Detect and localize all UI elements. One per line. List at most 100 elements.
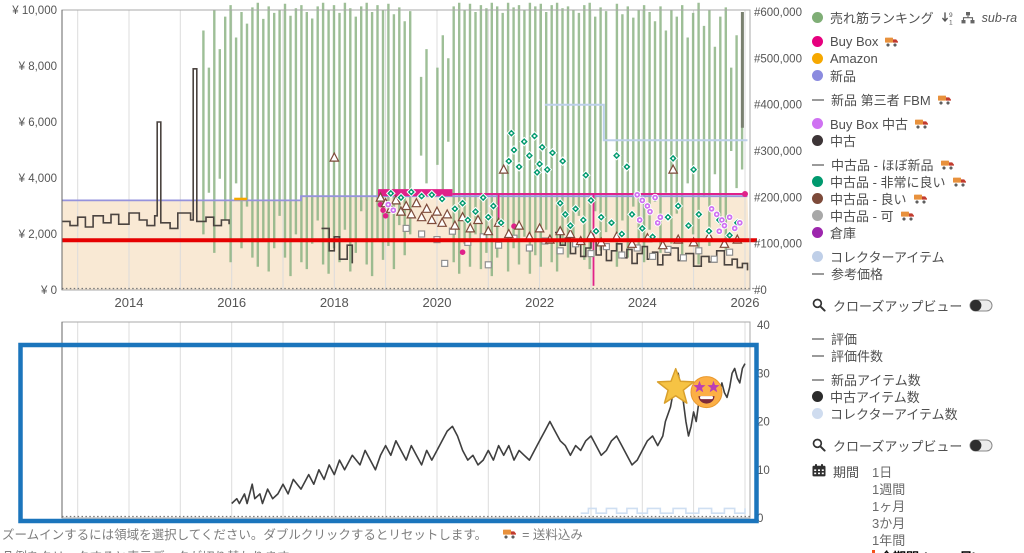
truck-icon bbox=[913, 193, 928, 204]
marker-good bbox=[449, 219, 461, 230]
marker-very-good-center bbox=[582, 218, 585, 222]
marker-very-good-center bbox=[420, 195, 423, 198]
x-tick: 2018 bbox=[320, 295, 349, 310]
legend-click-hint-text: 凡例をクリックすると表示データが切り替わります bbox=[2, 546, 802, 553]
x-tick: 2022 bbox=[525, 295, 554, 310]
legend-item-collectible-count[interactable]: コレクターアイテム数 bbox=[812, 405, 1024, 422]
marker-very-good-center bbox=[461, 202, 464, 205]
marker-buybox-used-center bbox=[720, 218, 724, 222]
closeup-toggle-row-bottom[interactable]: クローズアップビュー bbox=[812, 436, 1024, 454]
marker-very-good-center bbox=[620, 232, 623, 236]
x-tick: 2026 bbox=[731, 295, 760, 310]
marker-buybox-used-center bbox=[723, 224, 726, 227]
marker-buybox-used-center bbox=[646, 204, 649, 208]
legend-dot-marker bbox=[812, 227, 823, 238]
legend-dot-marker bbox=[812, 176, 823, 187]
buybox-dot bbox=[380, 207, 386, 213]
marker-buybox-used-center bbox=[659, 216, 662, 219]
legend-item-warehouse[interactable]: 倉庫 bbox=[812, 224, 1024, 241]
legend-item-list-price[interactable]: 参考価格 bbox=[812, 265, 1024, 282]
collector-price-line bbox=[544, 103, 748, 142]
toggle-switch-icon[interactable] bbox=[969, 299, 993, 312]
marker-very-good-center bbox=[584, 174, 587, 177]
used-price-line-0 bbox=[62, 68, 230, 230]
x-tick: 2020 bbox=[423, 295, 452, 310]
legend-item-new-fbm[interactable]: 新品 第三者 FBM bbox=[812, 91, 1024, 108]
marker-buybox-used-center bbox=[387, 203, 390, 206]
marker-acceptable bbox=[495, 241, 503, 249]
legend-item-used-like-new[interactable]: 中古品 - ほぼ新品 bbox=[812, 156, 1024, 173]
legend-item-new-count[interactable]: 新品アイテム数 bbox=[812, 371, 1024, 388]
marker-good bbox=[719, 238, 730, 248]
legend-item-sales-rank[interactable]: 売れ筋ランキング 9 1 sub-ra bbox=[812, 9, 1024, 26]
legend-item-rating-count[interactable]: 評価件数 bbox=[812, 347, 1024, 364]
legend-dot-marker bbox=[812, 251, 823, 262]
y-left-tick: ¥ 4,000 bbox=[18, 173, 57, 185]
marker-buybox-used-center bbox=[738, 221, 741, 224]
toggle-switch-icon[interactable] bbox=[969, 439, 993, 452]
main-chart[interactable]: ¥ 10,000 ¥ 8,000 ¥ 6,000 ¥ 4,000 ¥ 2,000 ¥ 0 #… bbox=[11, 2, 802, 310]
truck-icon bbox=[915, 118, 929, 129]
period-option-1[interactable]: 1週間 bbox=[872, 482, 906, 497]
legend-item-label: 中古品 - 非常に良い bbox=[830, 175, 946, 190]
marker-buybox-used-center bbox=[718, 230, 721, 233]
legend-line-marker bbox=[812, 337, 824, 340]
marker-acceptable bbox=[710, 255, 718, 263]
closeup-toggle-row-top[interactable]: クローズアップビュー bbox=[812, 296, 1024, 314]
svg-text:1: 1 bbox=[949, 19, 953, 25]
legend-item-label: 中古 bbox=[830, 134, 857, 149]
legend-item-amazon[interactable]: Amazon bbox=[812, 50, 1024, 67]
legend-item-used-very-good[interactable]: 中古品 - 非常に良い bbox=[812, 173, 1024, 190]
legend-item-label: 中古品 - 良い bbox=[830, 192, 907, 207]
zoom-hint-text: ズームインするには領域を選択してください。ダブルクリックするとリセットします。 bbox=[2, 528, 488, 542]
legend-item-new[interactable]: 新品 bbox=[812, 67, 1024, 84]
period-option-3[interactable]: 3か月 bbox=[872, 516, 906, 531]
zoom-selection-rect[interactable] bbox=[18, 342, 759, 524]
period-option-4[interactable]: 1年間 bbox=[872, 533, 906, 548]
marker-good bbox=[329, 151, 340, 162]
rating-count-chart[interactable]: 40 30 20 10 0 bbox=[18, 320, 770, 525]
legend-item-rating[interactable]: 評価 bbox=[812, 330, 1024, 347]
buybox-dot bbox=[382, 213, 389, 219]
marker-very-good-center bbox=[677, 204, 680, 208]
marker-very-good-center bbox=[728, 234, 731, 237]
legend-dot-marker bbox=[812, 36, 823, 47]
legend-item-buy-box[interactable]: Buy Box bbox=[812, 33, 1024, 50]
marker-buybox-used-center bbox=[654, 196, 657, 199]
legend-item-label: Buy Box bbox=[830, 34, 879, 49]
period-option-2[interactable]: 1ヶ月 bbox=[872, 499, 906, 514]
legend-line-marker bbox=[812, 98, 824, 101]
legend-dot-marker bbox=[812, 12, 823, 23]
new-price-line bbox=[62, 195, 748, 202]
marker-very-good-center bbox=[528, 154, 531, 157]
legend-item-used[interactable]: 中古 bbox=[812, 132, 1024, 149]
marker-buybox-used-center bbox=[392, 209, 395, 212]
marker-good bbox=[565, 228, 576, 239]
period-option-all-time[interactable]: 全期間 (5058 日) bbox=[872, 547, 977, 553]
legend-item-used-count[interactable]: 中古アイテム数 bbox=[812, 388, 1024, 405]
legend-item-label: 評価件数 bbox=[831, 349, 884, 364]
sub-ranks-icon[interactable] bbox=[961, 11, 975, 24]
legend-item-used-acceptable[interactable]: 中古品 - 可 bbox=[812, 207, 1024, 224]
marker-good bbox=[513, 219, 525, 230]
marker-very-good-center bbox=[546, 168, 549, 171]
marker-very-good-center bbox=[625, 165, 629, 168]
legend-item-used-good[interactable]: 中古品 - 良い bbox=[812, 190, 1024, 207]
marker-acceptable bbox=[633, 244, 641, 252]
y-left-tick: ¥ 0 bbox=[40, 285, 57, 297]
marker-very-good-center bbox=[671, 157, 675, 160]
legend-item-label: Buy Box 中古 bbox=[830, 117, 909, 132]
marker-very-good-center bbox=[541, 146, 544, 149]
bottom-chart-border bbox=[61, 321, 751, 519]
period-option-0[interactable]: 1日 bbox=[872, 465, 893, 480]
legend-item-buy-box-used[interactable]: Buy Box 中古 bbox=[812, 115, 1024, 132]
legend-item-label: コレクターアイテム数 bbox=[830, 407, 958, 422]
legend-item-collectible[interactable]: コレクターアイテム bbox=[812, 248, 1024, 265]
marker-buybox-used-center bbox=[715, 213, 718, 216]
closeup-label-top: クローズアップビュー bbox=[833, 298, 963, 314]
marker-very-good-center bbox=[630, 213, 634, 216]
legend-dot-marker bbox=[812, 391, 823, 402]
marker-buybox-used-center bbox=[656, 221, 659, 224]
